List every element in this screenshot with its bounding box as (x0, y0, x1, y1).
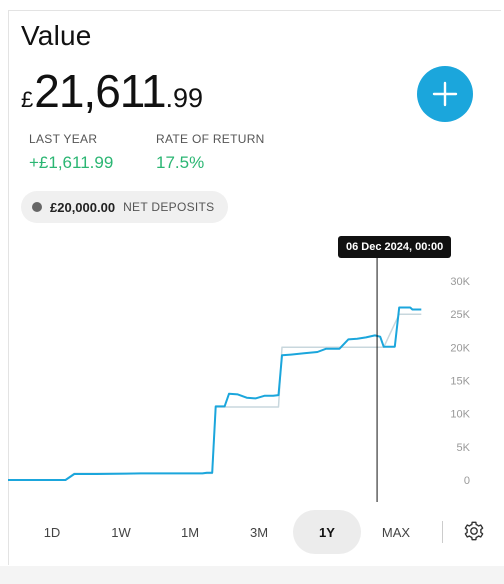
value-decimal: .99 (165, 83, 204, 113)
y-tick-label: 5K (457, 442, 471, 454)
tab-1w[interactable]: 1W (111, 524, 131, 540)
rate-of-return-value: 17.5% (156, 153, 205, 172)
y-tick-label: 0 (464, 475, 470, 487)
last-year-stat: LAST YEAR +£1,611.99 (29, 132, 113, 173)
range-tabs: 1D 1W 1M 3M 1Y MAX (0, 510, 504, 556)
page-title: Value (21, 20, 92, 51)
tabs-divider (442, 521, 443, 543)
tab-1d[interactable]: 1D (43, 524, 61, 540)
tab-max[interactable]: MAX (381, 524, 411, 540)
add-button[interactable] (417, 66, 473, 122)
footer-strip (0, 566, 504, 584)
net-deposits-label: NET DEPOSITS (123, 200, 215, 214)
y-tick-label: 10K (450, 409, 470, 421)
net-deposits-chip[interactable]: £20,000.00 NET DEPOSITS (21, 191, 229, 223)
value-integer: 21,611 (34, 65, 166, 117)
rate-of-return-stat: RATE OF RETURN 17.5% (156, 132, 265, 173)
tab-3m[interactable]: 3M (249, 524, 269, 540)
y-tick-label: 15K (450, 376, 470, 388)
last-year-value: +£1,611.99 (29, 153, 114, 172)
last-year-label: LAST YEAR (29, 132, 98, 146)
tab-1m[interactable]: 1M (180, 524, 200, 540)
net-deposits-amount: £20,000.00 (50, 199, 116, 215)
currency-symbol: £ (21, 87, 34, 112)
y-tick-label: 25K (450, 309, 470, 321)
chart-tooltip: 06 Dec 2024, 00:00 (338, 236, 452, 258)
gear-icon[interactable] (463, 520, 485, 542)
y-tick-label: 20K (450, 342, 470, 354)
rate-of-return-label: RATE OF RETURN (156, 132, 265, 146)
portfolio-value: £ 21,611 .99 (21, 64, 203, 118)
tab-1y[interactable]: 1Y (293, 510, 361, 554)
value-series-line (8, 306, 422, 481)
plus-icon (432, 81, 458, 107)
deposits-dot-icon (32, 202, 42, 212)
value-chart[interactable]: 30K 25K 20K 15K 10K 5K 0 (0, 230, 504, 510)
y-tick-label: 30K (450, 276, 470, 288)
